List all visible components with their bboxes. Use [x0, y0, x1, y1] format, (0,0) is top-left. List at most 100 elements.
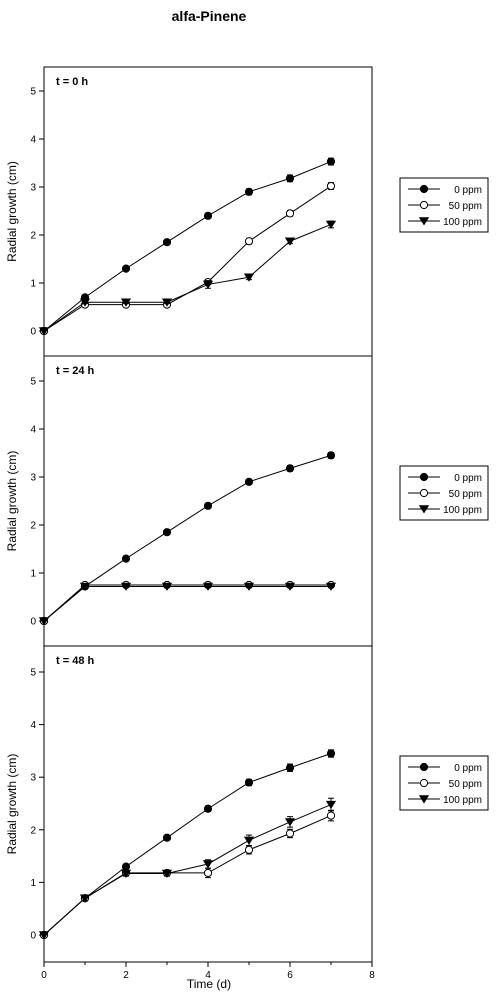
data-point — [203, 868, 213, 878]
legend-label: 100 ppm — [443, 795, 482, 806]
legend-marker — [419, 762, 429, 772]
figure-title: alfa-Pinene — [172, 8, 247, 24]
y-tick-label: 3 — [30, 473, 36, 484]
panel-label: t = 0 h — [56, 76, 88, 88]
legend-label: 100 ppm — [443, 217, 482, 228]
data-point — [120, 582, 132, 591]
y-tick-label: 4 — [30, 425, 36, 436]
plot-frame — [43, 355, 373, 647]
data-point — [325, 800, 337, 810]
y-tick-label: 0 — [30, 931, 36, 942]
legend-label: 0 ppm — [454, 473, 482, 484]
data-point — [121, 264, 131, 273]
data-point — [79, 894, 91, 903]
y-tick-label: 5 — [30, 668, 36, 679]
series-line — [43, 185, 332, 332]
legend: 0 ppm 50 ppm 100 ppm — [399, 465, 489, 521]
data-point — [202, 280, 214, 289]
plot-frame — [43, 645, 373, 963]
y-axis-label: Radial growth (cm) — [5, 754, 19, 855]
data-point — [326, 749, 336, 758]
panel-label: t = 48 h — [56, 655, 94, 667]
data-point — [326, 157, 336, 166]
data-point — [326, 811, 336, 820]
chart-panel-2: 0 1 2 3 4 5 Radial growth (cm) t = 24 h 0 ppm 50 … — [5, 355, 489, 647]
series-line — [43, 585, 331, 622]
data-point — [121, 554, 131, 563]
legend-label: 50 ppm — [449, 779, 482, 790]
data-point — [285, 763, 295, 772]
legend: 0 ppm 50 ppm 100 ppm — [399, 177, 489, 233]
x-tick-label: 2 — [123, 970, 129, 981]
data-point — [203, 804, 213, 813]
data-point — [162, 528, 172, 537]
legend-marker — [419, 472, 429, 482]
data-point — [162, 833, 172, 842]
series-100-ppm — [38, 220, 337, 336]
legend-label: 50 ppm — [449, 489, 482, 500]
legend-marker — [419, 488, 429, 498]
legend-marker — [418, 217, 430, 226]
series-0-ppm — [39, 451, 336, 626]
y-tick-label: 5 — [30, 377, 36, 388]
data-point — [244, 845, 254, 854]
data-point — [38, 931, 50, 940]
data-point — [120, 298, 132, 307]
y-tick-label: 1 — [30, 878, 36, 889]
data-point — [244, 237, 254, 246]
y-tick-label: 3 — [30, 773, 36, 784]
data-point — [203, 501, 213, 510]
x-tick-label: 6 — [287, 970, 293, 981]
data-point — [285, 209, 295, 218]
data-point — [285, 829, 295, 838]
chart-panel-1: 0 1 2 3 4 5 Radial growth (cm) t = 0 h 0 ppm 50 p… — [5, 66, 489, 357]
series-100-ppm — [38, 797, 337, 940]
data-point — [244, 778, 254, 787]
series-100-ppm — [38, 582, 337, 626]
series-50-ppm — [39, 181, 336, 336]
series-50-ppm — [39, 809, 336, 940]
legend-marker — [419, 184, 429, 194]
legend-label: 0 ppm — [454, 763, 482, 774]
data-point — [202, 582, 214, 591]
data-point — [120, 869, 132, 878]
x-tick-label: 0 — [41, 970, 47, 981]
series-line — [43, 753, 332, 936]
y-tick-label: 2 — [30, 825, 36, 836]
y-tick-label: 0 — [30, 327, 36, 338]
y-tick-label: 3 — [30, 183, 36, 194]
y-tick-label: 1 — [30, 279, 36, 290]
data-point — [325, 582, 337, 591]
series-line — [43, 161, 332, 332]
series-0-ppm — [39, 749, 336, 940]
data-point — [284, 237, 296, 246]
data-point — [161, 869, 173, 878]
y-tick-label: 4 — [30, 135, 36, 146]
data-point — [285, 174, 295, 183]
legend-marker — [419, 778, 429, 788]
y-tick-label: 1 — [30, 569, 36, 580]
data-point — [284, 582, 296, 591]
x-tick-label: 4 — [205, 970, 211, 981]
x-axis-label: Time (d) — [187, 977, 231, 991]
data-point — [203, 211, 213, 220]
legend-label: 0 ppm — [454, 185, 482, 196]
data-point — [285, 464, 295, 473]
legend-marker — [419, 200, 429, 210]
data-point — [79, 298, 91, 307]
y-tick-label: 5 — [30, 87, 36, 98]
y-tick-label: 4 — [30, 720, 36, 731]
data-point — [161, 298, 173, 307]
legend-marker — [418, 795, 430, 804]
data-point — [162, 238, 172, 247]
data-point — [284, 818, 296, 827]
legend-marker — [418, 505, 430, 514]
x-tick-label: 8 — [369, 970, 375, 981]
y-tick-label: 2 — [30, 231, 36, 242]
series-line — [43, 584, 331, 622]
y-axis-label: Radial growth (cm) — [5, 451, 19, 552]
legend: 0 ppm 50 ppm 100 ppm — [399, 755, 489, 811]
legend-label: 100 ppm — [443, 505, 482, 516]
